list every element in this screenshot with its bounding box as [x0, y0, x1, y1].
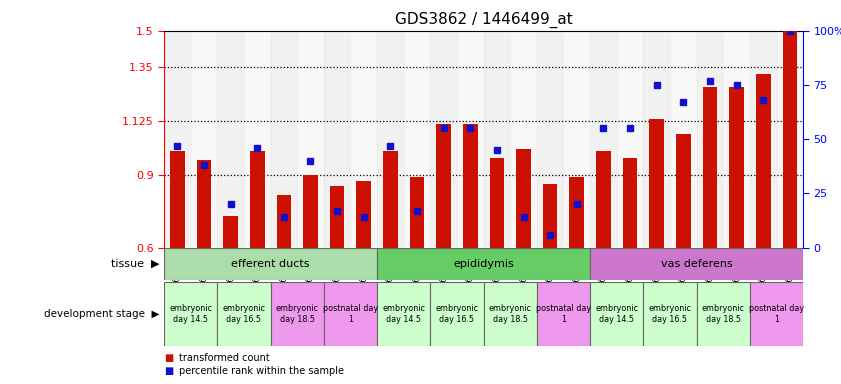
Bar — [590, 282, 643, 346]
Bar — [303, 175, 318, 248]
Bar — [782, 31, 797, 248]
Bar — [357, 181, 371, 248]
Text: epididymis: epididymis — [453, 259, 514, 269]
Text: embryonic
day 14.5: embryonic day 14.5 — [382, 304, 426, 324]
Bar — [622, 159, 637, 248]
Text: vas deferens: vas deferens — [661, 259, 733, 269]
Text: transformed count: transformed count — [179, 353, 270, 362]
Text: tissue  ▶: tissue ▶ — [111, 259, 160, 269]
Bar — [670, 31, 696, 248]
Bar — [489, 159, 505, 248]
Bar — [702, 88, 717, 248]
Bar — [643, 282, 696, 346]
Bar — [330, 186, 345, 248]
Bar — [324, 31, 351, 248]
Text: embryonic
day 14.5: embryonic day 14.5 — [595, 304, 638, 324]
Bar — [277, 195, 291, 248]
Bar — [377, 248, 590, 280]
Bar — [696, 31, 723, 248]
Bar — [569, 177, 584, 248]
Text: embryonic
day 16.5: embryonic day 16.5 — [436, 304, 479, 324]
Bar — [510, 31, 537, 248]
Bar — [223, 216, 238, 248]
Bar — [244, 31, 271, 248]
Bar — [383, 151, 398, 248]
Bar — [463, 124, 478, 248]
Bar — [649, 119, 664, 248]
Bar — [250, 151, 265, 248]
Bar — [377, 31, 404, 248]
Bar — [164, 31, 191, 248]
Bar — [537, 282, 590, 346]
Bar — [410, 177, 425, 248]
Bar — [484, 282, 537, 346]
Bar — [596, 151, 611, 248]
Bar — [457, 31, 484, 248]
Bar — [542, 184, 558, 248]
Bar — [164, 282, 217, 346]
Bar — [776, 31, 803, 248]
Bar — [431, 31, 457, 248]
Bar — [217, 282, 271, 346]
Bar — [729, 88, 744, 248]
Text: postnatal day
1: postnatal day 1 — [536, 304, 591, 324]
Text: postnatal day
1: postnatal day 1 — [323, 304, 378, 324]
Bar — [197, 160, 211, 248]
Text: embryonic
day 18.5: embryonic day 18.5 — [701, 304, 745, 324]
Bar — [590, 248, 803, 280]
Text: embryonic
day 16.5: embryonic day 16.5 — [222, 304, 266, 324]
Bar — [351, 31, 377, 248]
Bar — [696, 282, 750, 346]
Bar — [750, 282, 803, 346]
Bar — [191, 31, 217, 248]
Bar — [723, 31, 750, 248]
Bar — [217, 31, 244, 248]
Text: embryonic
day 16.5: embryonic day 16.5 — [648, 304, 691, 324]
Text: embryonic
day 18.5: embryonic day 18.5 — [276, 304, 319, 324]
Text: embryonic
day 14.5: embryonic day 14.5 — [169, 304, 212, 324]
Bar — [516, 149, 531, 248]
Bar — [164, 248, 377, 280]
Title: GDS3862 / 1446499_at: GDS3862 / 1446499_at — [394, 12, 573, 28]
Bar — [750, 31, 776, 248]
Text: postnatal day
1: postnatal day 1 — [749, 304, 804, 324]
Bar — [297, 31, 324, 248]
Bar — [271, 31, 297, 248]
Bar — [643, 31, 670, 248]
Text: percentile rank within the sample: percentile rank within the sample — [179, 366, 344, 376]
Text: ■: ■ — [164, 366, 173, 376]
Bar — [377, 282, 431, 346]
Bar — [431, 282, 484, 346]
Bar — [484, 31, 510, 248]
Bar — [563, 31, 590, 248]
Text: ■: ■ — [164, 353, 173, 362]
Bar — [436, 124, 451, 248]
Bar — [271, 282, 324, 346]
Bar — [616, 31, 643, 248]
Bar — [170, 151, 185, 248]
Text: embryonic
day 18.5: embryonic day 18.5 — [489, 304, 532, 324]
Bar — [324, 282, 377, 346]
Bar — [404, 31, 431, 248]
Bar — [590, 31, 616, 248]
Bar — [676, 134, 690, 248]
Bar — [756, 74, 770, 248]
Text: efferent ducts: efferent ducts — [231, 259, 309, 269]
Bar — [537, 31, 563, 248]
Text: development stage  ▶: development stage ▶ — [45, 309, 160, 319]
